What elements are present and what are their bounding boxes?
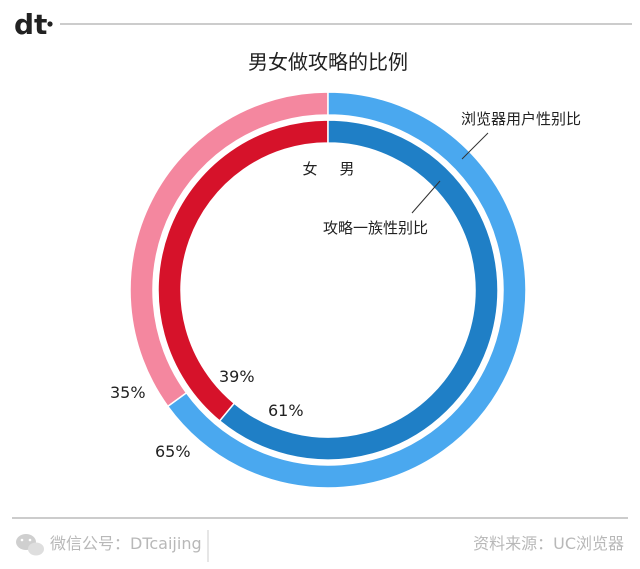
category-label-male: 男	[339, 160, 354, 178]
category-label-female: 女	[302, 160, 317, 178]
wechat-icon	[16, 534, 44, 556]
brand-logo: dt	[14, 8, 47, 41]
outer-series-leader-line	[461, 132, 489, 160]
donut-rings	[129, 91, 527, 489]
inner-series-name: 攻略一族性别比	[323, 219, 428, 237]
footer-wechat-account: 微信公号：DTcaijing	[50, 534, 202, 553]
data-label-outer-female: 35%	[110, 383, 146, 402]
inner-ring-male-slice	[218, 119, 499, 461]
data-label-inner-female: 39%	[219, 367, 255, 386]
data-label-outer-male: 65%	[155, 442, 191, 461]
data-label-inner-male: 61%	[268, 401, 304, 420]
inner-series-leader-line	[411, 180, 441, 214]
footer-source: 资料来源：UC浏览器	[473, 534, 624, 553]
outer-ring-male-slice	[166, 91, 527, 489]
chart-title: 男女做攻略的比例	[248, 50, 408, 74]
brand-dot-icon	[47, 21, 53, 27]
outer-series-name: 浏览器用户性别比	[461, 110, 581, 128]
